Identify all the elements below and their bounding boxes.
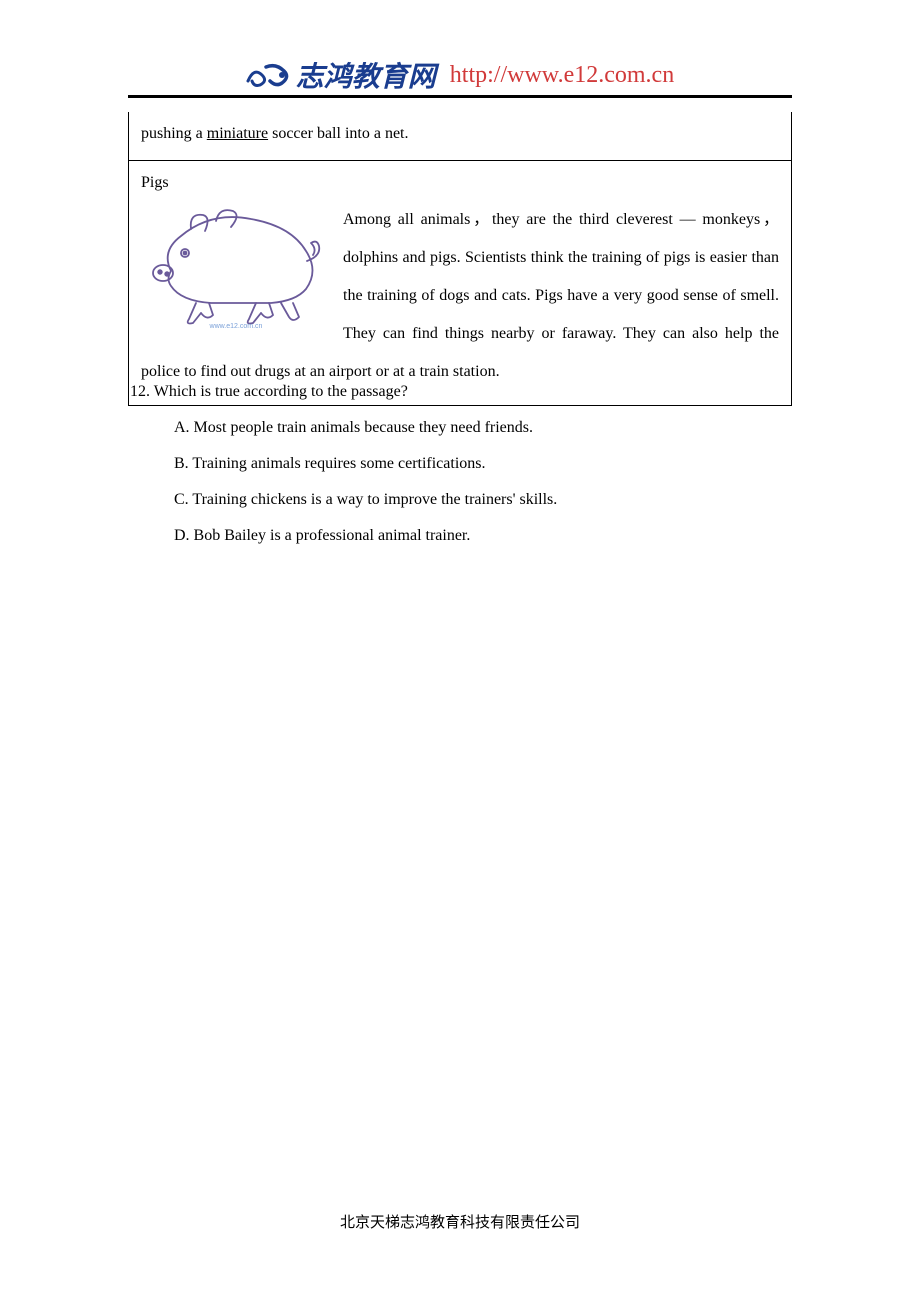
svg-text:www.e12.com.cn: www.e12.com.cn <box>209 323 263 330</box>
underlined-word: miniature <box>207 125 268 142</box>
header-inner: 志鸿教育网 http://www.e12.com.cn <box>246 55 674 95</box>
page-footer: 北京天梯志鸿教育科技有限责任公司 <box>0 1211 920 1232</box>
section-body: www.e12.com.cn Among all animals，they ar… <box>141 201 779 391</box>
option-d: D. Bob Bailey is a professional animal t… <box>174 524 790 548</box>
passage-section-continued: pushing a miniature soccer ball into a n… <box>129 112 791 161</box>
passage-section-pigs: Pigs www.e12.com.cn <box>129 161 791 405</box>
question-block: 12. Which is true according to the passa… <box>130 380 790 560</box>
option-a: A. Most people train animals because the… <box>174 416 790 440</box>
header-url: http://www.e12.com.cn <box>450 62 674 89</box>
logo-text: 志鸿教育网 <box>296 55 436 95</box>
logo: 志鸿教育网 <box>246 55 436 95</box>
text-fragment: soccer ball into a net. <box>268 125 408 142</box>
text-fragment: pushing a <box>141 125 207 142</box>
logo-icon <box>246 61 290 89</box>
page-header: 志鸿教育网 http://www.e12.com.cn <box>0 55 920 95</box>
passage-box: pushing a miniature soccer ball into a n… <box>128 112 792 406</box>
question-stem: 12. Which is true according to the passa… <box>130 380 790 404</box>
pig-illustration: www.e12.com.cn <box>141 201 331 331</box>
option-b: B. Training animals requires some certif… <box>174 452 790 476</box>
section-title: Pigs <box>141 171 779 195</box>
header-divider <box>128 95 792 98</box>
option-c: C. Training chickens is a way to improve… <box>174 488 790 512</box>
